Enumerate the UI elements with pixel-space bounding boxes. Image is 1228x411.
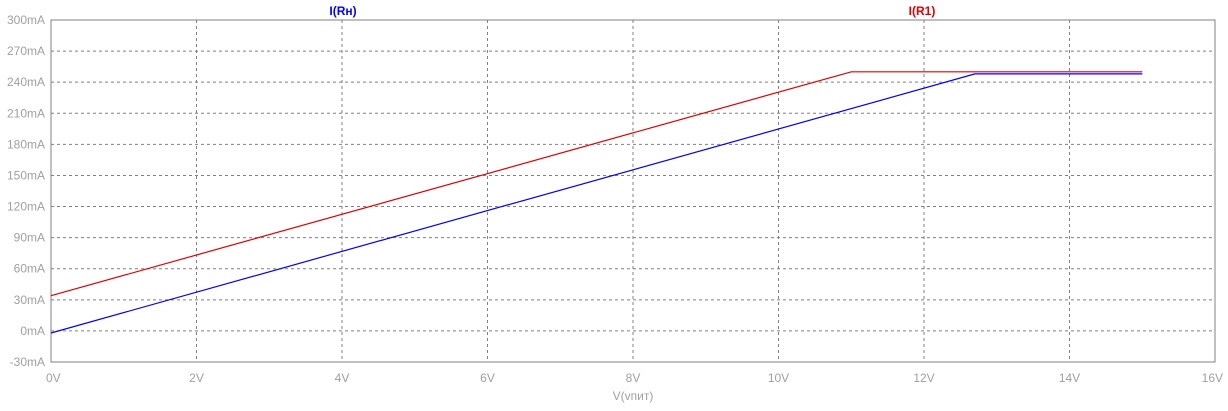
x-tick-label: 10V	[768, 371, 789, 385]
x-tick-label: 16V	[1202, 371, 1223, 385]
y-tick-label: 300mA	[7, 13, 45, 27]
x-tick-label: 2V	[189, 371, 204, 385]
legend: I(Rн) I(R1)	[329, 4, 935, 18]
x-tick-label: 4V	[335, 371, 350, 385]
x-tick-label: 6V	[480, 371, 495, 385]
x-tick-label: 0V	[46, 371, 61, 385]
y-tick-label: 270mA	[7, 44, 45, 58]
grid	[51, 20, 1215, 362]
plot-frame	[50, 19, 1216, 363]
y-axis: -30mA 0mA 30mA 60mA 90mA 120mA 150mA 180mA 210mA…	[7, 13, 45, 369]
x-tick-label: 14V	[1059, 371, 1080, 385]
x-tick-label: 8V	[626, 371, 641, 385]
legend-entry-2: I(R1)	[909, 4, 936, 18]
y-tick-label: 210mA	[7, 106, 45, 120]
y-tick-label: -30mA	[10, 355, 45, 369]
series-line-2	[50, 71, 1143, 297]
y-tick-label: 90mA	[14, 231, 45, 245]
y-tick-label: 240mA	[7, 75, 45, 89]
y-tick-label: 0mA	[20, 324, 45, 338]
x-axis-label: V(vпит)	[613, 389, 654, 403]
y-tick-label: 180mA	[7, 137, 45, 151]
x-tick-label: 12V	[913, 371, 934, 385]
y-tick-label: 60mA	[14, 262, 45, 276]
series-group	[50, 71, 1143, 334]
x-axis: 0V 2V 4V 6V 8V 10V 12V 14V 16V	[46, 371, 1223, 385]
y-tick-label: 150mA	[7, 168, 45, 182]
y-tick-label: 120mA	[7, 200, 45, 214]
legend-entry-1: I(Rн)	[329, 4, 356, 18]
series-line-1	[50, 73, 1143, 334]
y-tick-label: 30mA	[14, 293, 45, 307]
